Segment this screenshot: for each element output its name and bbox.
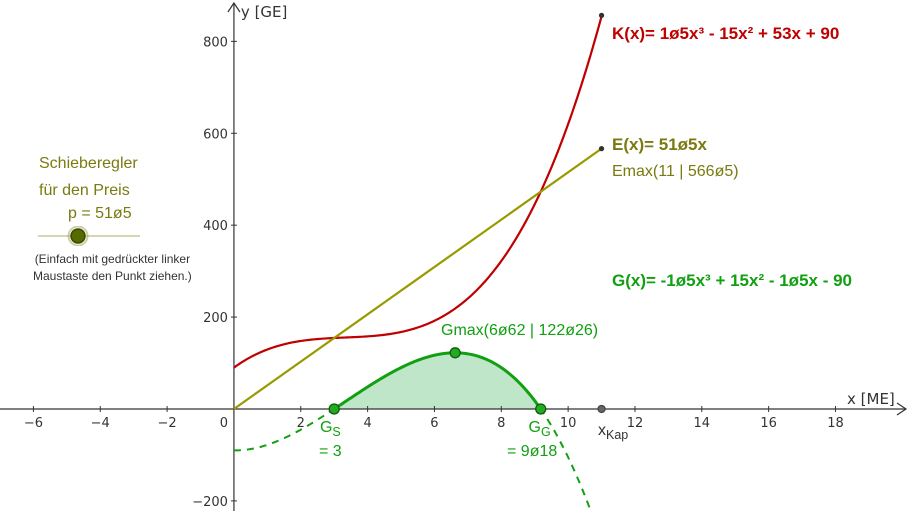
slider-hint: (Einfach mit gedrückter linker Maustaste… [33, 251, 192, 285]
x-tick-label: −4 [91, 416, 110, 431]
gmax-point[interactable] [449, 347, 461, 359]
slider-hint-line1: (Einfach mit gedrückter linker [34, 252, 191, 266]
x-tick-label: 0 [220, 416, 228, 431]
slider-handle[interactable] [70, 228, 86, 244]
capacity-limit-label: xKap [598, 422, 629, 443]
emax-point[interactable] [598, 146, 605, 152]
slider-title-line2: für den Preis [39, 182, 130, 199]
slider-title: Schieberegler für den Preis [39, 150, 138, 204]
x-tick-label: 10 [560, 416, 577, 431]
break-even-start-point[interactable] [328, 403, 340, 415]
capacity-point[interactable] [597, 404, 606, 414]
revenue-function-label: E(x)= 51ø5x [612, 135, 707, 154]
x-axis-arrow [896, 402, 908, 416]
slider-hint-line2: Maustaste den Punkt ziehen.) [33, 269, 192, 283]
break-even-end-label: GG = 9ø18 [507, 419, 558, 461]
y-axis-label: y [GE] [241, 3, 287, 21]
slider-title-line1: Schieberegler [39, 155, 138, 172]
x-tick-label: 12 [627, 416, 644, 431]
emax-point-label: Emax(11 | 566ø5) [612, 163, 739, 180]
profit-function-label: G(x)= -1ø5x³ + 15x² - 1ø5x - 90 [612, 271, 852, 290]
x-tick-label: 4 [363, 416, 371, 431]
break-even-start-label: GS = 3 [319, 419, 342, 461]
x-tick-label: −2 [158, 416, 177, 431]
price-value-label: p = 51ø5 [68, 205, 132, 222]
y-tick-label: 200 [203, 311, 228, 326]
y-axis-arrow [227, 1, 241, 13]
x-tick-label: 8 [497, 416, 505, 431]
x-tick-label: −6 [24, 416, 43, 431]
x-tick-label: 6 [430, 416, 438, 431]
y-tick-label: 400 [203, 219, 228, 234]
cost-curve [233, 16, 603, 369]
revenue-line [233, 147, 603, 410]
y-tick-label: −200 [192, 495, 228, 510]
cost-end-point[interactable] [598, 12, 605, 19]
profit-area [334, 352, 541, 410]
break-even-end-point[interactable] [535, 403, 547, 415]
x-tick-label: 18 [827, 416, 844, 431]
slider-handle-halo [67, 226, 89, 246]
x-tick-label: 16 [760, 416, 777, 431]
gmax-point-label: Gmax(6ø62 | 122ø26) [441, 322, 599, 339]
x-tick-label: 2 [297, 416, 305, 431]
profit-curve-solid [333, 351, 542, 411]
x-axis-label: x [ME] [847, 390, 895, 408]
price-slider[interactable] [30, 226, 140, 246]
y-tick-label: 800 [203, 35, 228, 50]
y-tick-label: 600 [203, 127, 228, 142]
x-tick-label: 14 [694, 416, 711, 431]
cost-function-label: K(x)= 1ø5x³ - 15x² + 53x + 90 [612, 24, 840, 43]
